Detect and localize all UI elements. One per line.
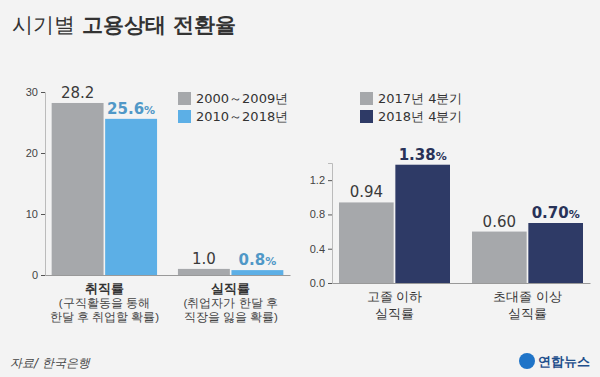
y-tick: 0.8 — [310, 208, 332, 220]
y-axis: 0.0 0.4 0.8 1.2 — [310, 164, 333, 290]
legend: 2000～2009년 2010～2018년 — [178, 91, 288, 124]
data-label: 25.6% — [107, 100, 155, 118]
data-labels: 0.94 0.60 1.38% 0.70% — [350, 146, 580, 231]
y-tick: 1.2 — [310, 174, 332, 186]
y-tick: 0.4 — [310, 243, 332, 255]
legend-swatch — [178, 110, 191, 123]
x-axis: 고졸 이하실직률 초대졸 이상실직률 — [333, 283, 591, 321]
y-tick-label: 0.0 — [310, 277, 325, 289]
chart-0: 0 10 20 30 28.2 1.0 25.6% 0.8% 취직률(구직활동을 통해한달 후 … — [26, 84, 291, 324]
y-tick-mark — [328, 214, 332, 215]
y-tick: 0 — [32, 269, 45, 281]
y-tick-mark — [328, 180, 332, 181]
bar — [472, 232, 527, 283]
legend-swatch — [178, 92, 191, 105]
data-label: 28.2 — [61, 84, 94, 102]
y-tick: 30 — [26, 86, 45, 98]
y-tick: 20 — [26, 147, 45, 159]
source: 자료/ 한국은행 — [10, 356, 91, 370]
bars — [52, 103, 284, 275]
data-label: 0.94 — [350, 183, 383, 201]
legend-swatch — [360, 110, 373, 123]
y-tick: 10 — [26, 208, 45, 220]
y-axis: 0 10 20 30 — [26, 86, 46, 281]
x-tick-label: 취직률(구직활동을 통해한달 후 취업할 확률) — [50, 281, 160, 324]
legend-swatch — [360, 92, 373, 105]
x-tick-label: 고졸 이하실직률 — [367, 289, 423, 321]
y-tick-label: 10 — [26, 208, 38, 220]
x-tick: 실직률(취업자가 한달 후직장을 잃을 확률) — [184, 275, 278, 324]
y-tick: 0.0 — [310, 277, 332, 289]
y-tick-mark — [328, 249, 332, 250]
bar — [395, 165, 450, 283]
x-axis-line — [46, 275, 291, 276]
bar — [528, 223, 583, 283]
y-tick-label: 0.8 — [310, 208, 325, 220]
bar — [178, 269, 230, 275]
data-label: 0.60 — [483, 213, 516, 231]
bar — [231, 270, 283, 275]
y-tick-mark — [41, 153, 45, 154]
legend-label: 2018년 4분기 — [378, 109, 463, 124]
data-label: 1.38% — [399, 146, 447, 164]
legend-label: 2017년 4분기 — [378, 91, 463, 106]
bar — [105, 119, 157, 275]
data-label: 0.8% — [239, 251, 277, 269]
legend-label: 2010～2018년 — [196, 109, 288, 124]
x-axis: 취직률(구직활동을 통해한달 후 취업할 확률) 실직률(취업자가 한달 후직장을… — [46, 275, 291, 324]
y-tick-label: 0 — [32, 269, 38, 281]
bars — [339, 165, 583, 283]
y-tick-label: 20 — [26, 147, 38, 159]
y-tick-mark — [41, 275, 45, 276]
credit: 연합뉴스 — [538, 354, 590, 369]
y-tick-label: 1.2 — [310, 174, 325, 186]
bar — [52, 103, 104, 275]
x-tick: 초대졸 이상실직률 — [493, 283, 562, 321]
x-tick: 고졸 이하실직률 — [367, 283, 423, 321]
x-tick-label: 실직률(취업자가 한달 후직장을 잃을 확률) — [184, 281, 278, 325]
y-tick-mark — [41, 92, 45, 93]
y-tick-label: 0.4 — [310, 243, 325, 255]
y-tick-mark — [328, 283, 332, 284]
title: 시기별 고용상태 전환율 — [12, 13, 236, 37]
background — [0, 0, 600, 377]
chart-root: 시기별 고용상태 전환율자료/ 한국은행 연합뉴스 0 10 20 30 28.2 1.0 25… — [0, 0, 600, 377]
y-tick-label: 30 — [26, 86, 38, 98]
y-axis-line — [41, 93, 46, 276]
data-label: 1.0 — [192, 250, 216, 268]
x-tick: 취직률(구직활동을 통해한달 후 취업할 확률) — [50, 275, 160, 323]
y-tick-mark — [41, 214, 45, 215]
chart-1: 0.0 0.4 0.8 1.2 0.94 0.60 1.38% 0.70% 고졸 이하실직률 초대… — [310, 91, 591, 321]
data-label: 0.70% — [532, 204, 580, 222]
x-tick-label: 초대졸 이상실직률 — [493, 289, 562, 321]
bar — [339, 202, 394, 283]
x-axis-line — [333, 283, 591, 284]
y-axis-line — [328, 164, 333, 284]
legend-label: 2000～2009년 — [196, 91, 288, 106]
credit-logo — [519, 353, 535, 369]
legend: 2017년 4분기 2018년 4분기 — [360, 91, 463, 124]
